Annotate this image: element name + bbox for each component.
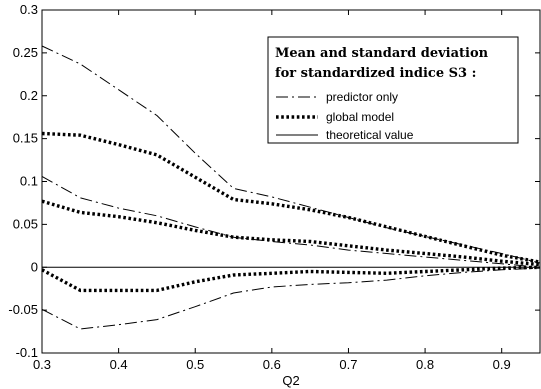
legend-entries: predictor only global model theoretical va… [276, 90, 414, 142]
series-line-predictor-only-2 [41, 175, 541, 268]
legend-label-global-model: global model [326, 110, 394, 124]
x-tick-label: 0.6 [263, 357, 281, 372]
series-line-global-model-3 [41, 265, 541, 293]
series-group [41, 45, 541, 330]
x-tick-label: 0.7 [339, 357, 357, 372]
y-tick-label: 0.15 [13, 131, 38, 146]
series-line-global-model-1 [41, 131, 541, 264]
legend: Mean and standard deviation for standard… [267, 36, 519, 144]
y-tick-label: -0.05 [8, 302, 38, 317]
y-tick-label: 0.3 [20, 2, 38, 17]
y-tick-label: 0.05 [13, 216, 38, 231]
x-axis-label: Q2 [282, 373, 299, 388]
legend-label-theoretical-value: theoretical value [326, 128, 414, 142]
x-tick-label: 0.3 [33, 357, 51, 372]
x-tick-label: 0.8 [416, 357, 434, 372]
legend-label-predictor-only: predictor only [326, 90, 398, 104]
y-tick-label: 0.25 [13, 45, 38, 60]
series-line-global-model-2 [41, 199, 541, 267]
axis-ticks: 0.3 0.4 0.5 0.6 0.7 0.8 0.9 -0.1 -0.05 0 0.05 0.1 0.… [8, 2, 540, 372]
y-tick-label: 0 [31, 259, 38, 274]
x-tick-label: 0.5 [186, 357, 204, 372]
legend-title-line2: for standardized indice S3 : [275, 66, 476, 81]
series-line-predictor-only-3 [41, 267, 541, 330]
y-tick-label: 0.1 [20, 174, 38, 189]
x-tick-label: 0.9 [493, 357, 511, 372]
y-tick-label: 0.2 [20, 88, 38, 103]
y-tick-label: -0.1 [16, 345, 38, 360]
x-tick-label: 0.4 [110, 357, 128, 372]
legend-title-line1: Mean and standard deviation [275, 46, 489, 61]
legend-box [267, 36, 519, 144]
